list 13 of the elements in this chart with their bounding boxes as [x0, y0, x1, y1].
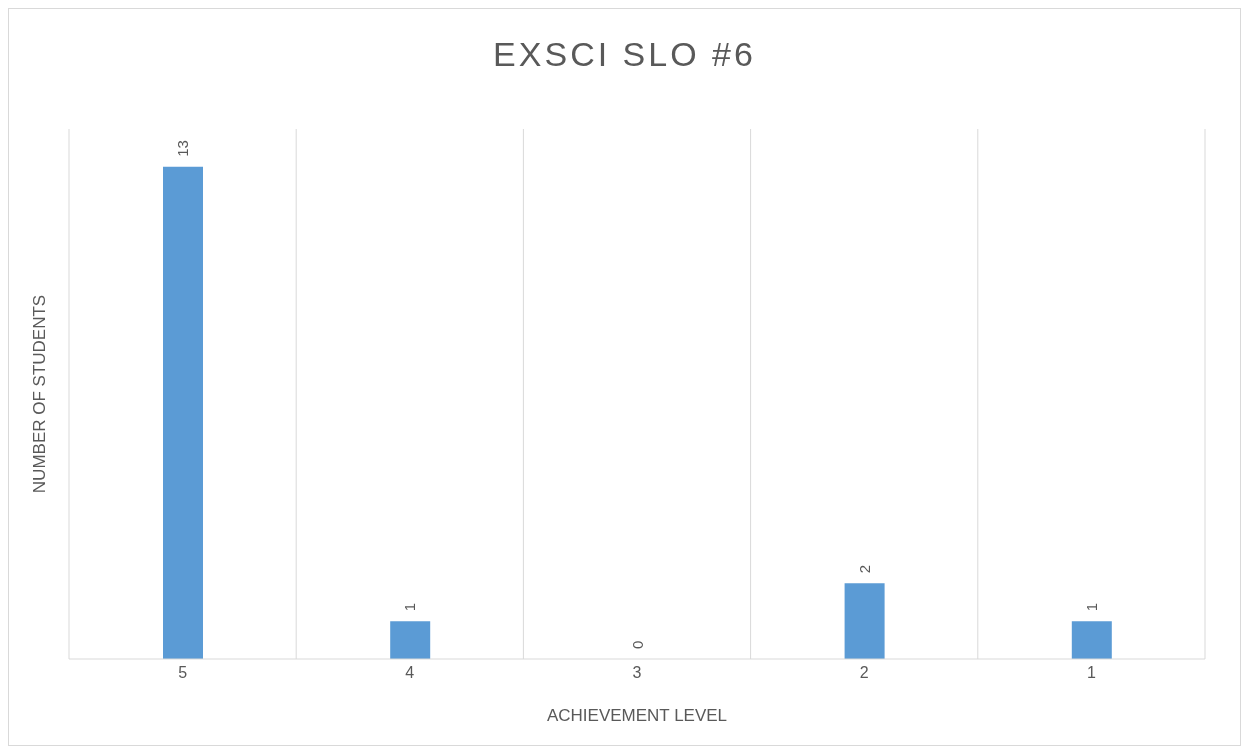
data-label: 1 — [1082, 602, 1100, 612]
x-tick-label: 3 — [632, 664, 642, 682]
data-label: 13 — [174, 140, 192, 157]
data-label: 2 — [855, 564, 873, 574]
x-tick-label: 2 — [859, 664, 869, 682]
data-label: 1 — [401, 602, 419, 612]
x-tick-label: 1 — [1086, 664, 1096, 682]
x-tick-label: 4 — [405, 664, 415, 682]
y-axis-title: NUMBER OF STUDENTS — [30, 294, 50, 494]
chart-title: EXSCI SLO #6 — [492, 34, 757, 75]
x-tick-label: 5 — [178, 664, 188, 682]
x-axis-title: ACHIEVEMENT LEVEL — [546, 706, 728, 725]
data-label: 0 — [628, 640, 646, 649]
